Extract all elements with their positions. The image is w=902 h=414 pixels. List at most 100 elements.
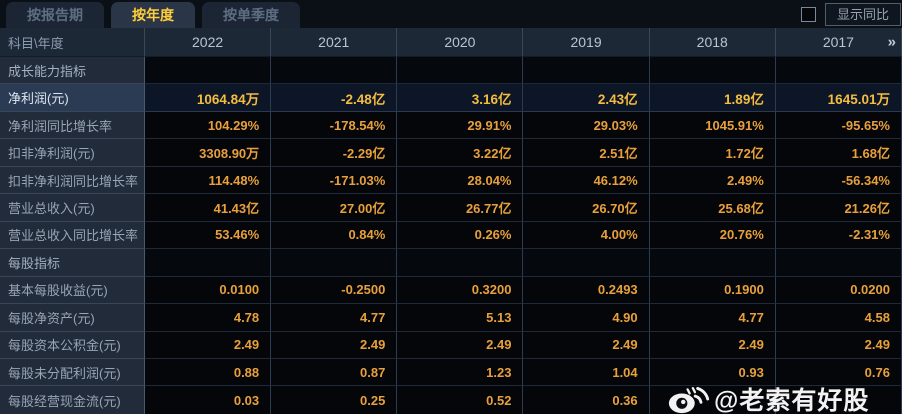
value-cell: 1.89亿 [649, 84, 776, 112]
tab-by-year[interactable]: 按年度 [111, 2, 195, 28]
section-row: 每股指标 [0, 249, 902, 277]
value-cell: 1.04 [523, 358, 650, 387]
value-cell: 104.29% [145, 111, 272, 140]
value-cell: 2.43亿 [523, 84, 650, 112]
show-yoy-label[interactable]: 显示同比 [824, 2, 901, 26]
row-label: 扣非净利润(元) [0, 139, 145, 167]
value-cell: 29.91% [397, 111, 524, 140]
year-header-2019: 2019 [523, 28, 650, 57]
value-cell: 46.12% [523, 166, 650, 195]
value-cell: 1.72亿 [649, 139, 776, 167]
value-cell: 0.52 [397, 386, 524, 414]
corner-header: 科目\年度 [0, 28, 145, 57]
value-cell [775, 386, 902, 414]
year-header-2017: 2017» [775, 28, 902, 57]
value-cell: -171.03% [271, 166, 398, 195]
row-label: 每股净资产(元) [0, 304, 145, 332]
value-cell [145, 249, 272, 277]
value-cell: 2.49 [397, 331, 524, 359]
row-label: 营业总收入(元) [0, 194, 145, 222]
value-cell: 1.68亿 [775, 139, 902, 167]
value-cell: 26.70亿 [523, 194, 650, 222]
value-cell [145, 57, 272, 85]
value-cell [775, 57, 902, 85]
row-label: 每股经营现金流(元) [0, 386, 145, 414]
table-row: 每股净资产(元) 4.78 4.77 5.13 4.90 4.77 4.58 [0, 304, 902, 332]
value-cell [649, 57, 776, 85]
value-cell: -2.31% [775, 221, 902, 250]
table-row: 每股经营现金流(元) 0.03 0.25 0.52 0.36 [0, 386, 902, 414]
table-row: 每股未分配利润(元) 0.88 0.87 1.23 1.04 0.93 0.76 [0, 358, 902, 387]
value-cell: 0.88 [145, 358, 272, 387]
value-cell: 1.23 [397, 358, 524, 387]
year-header-2022: 2022 [145, 28, 272, 57]
period-tab-bar: 按报告期 按年度 按单季度 显示同比 [0, 0, 902, 28]
year-header-2020: 2020 [397, 28, 524, 57]
value-cell: 114.48% [145, 166, 272, 195]
year-header-2021: 2021 [271, 28, 398, 57]
value-cell: 4.90 [523, 304, 650, 332]
value-cell: 1645.01万 [775, 84, 902, 112]
tab-by-quarter[interactable]: 按单季度 [202, 2, 300, 28]
value-cell: 0.03 [145, 386, 272, 414]
value-cell: -178.54% [271, 111, 398, 140]
table-row: 净利润(元) 1064.84万 -2.48亿 3.16亿 2.43亿 1.89亿 1645.… [0, 84, 902, 112]
value-cell [397, 249, 524, 277]
value-cell: 0.87 [271, 358, 398, 387]
value-cell [649, 249, 776, 277]
value-cell [775, 249, 902, 277]
value-cell: 28.04% [397, 166, 524, 195]
value-cell: 41.43亿 [145, 194, 272, 222]
value-cell: 21.26亿 [775, 194, 902, 222]
value-cell [523, 57, 650, 85]
table-body: 成长能力指标 净利润(元) 1064.84万 -2.48亿 3.16亿 2.43亿 1.89… [0, 57, 902, 414]
section-row: 成长能力指标 [0, 57, 902, 85]
table-row: 营业总收入(元) 41.43亿 27.00亿 26.77亿 26.70亿 25.68亿 21… [0, 194, 902, 222]
show-yoy-checkbox[interactable] [800, 6, 816, 22]
table-row: 扣非净利润(元) 3308.90万 -2.29亿 3.22亿 2.51亿 1.72亿 1.6… [0, 139, 902, 167]
value-cell: 3.16亿 [397, 84, 524, 112]
value-cell: 0.0100 [145, 276, 272, 305]
value-cell: -95.65% [775, 111, 902, 140]
table-row: 扣非净利润同比增长率 114.48% -171.03% 28.04% 46.12% 2.4… [0, 166, 902, 195]
value-cell: 4.77 [271, 304, 398, 332]
value-cell: 0.36 [523, 386, 650, 414]
yoy-controls: 显示同比 [800, 0, 902, 28]
value-cell: 0.3200 [397, 276, 524, 305]
value-cell [397, 57, 524, 85]
value-cell: 4.77 [649, 304, 776, 332]
more-years-chevron-icon[interactable]: » [887, 33, 896, 51]
value-cell: 2.51亿 [523, 139, 650, 167]
value-cell: 0.25 [271, 386, 398, 414]
tab-by-report-period[interactable]: 按报告期 [6, 2, 104, 28]
year-header-2018: 2018 [649, 28, 776, 57]
value-cell: 0.26% [397, 221, 524, 250]
value-cell: -0.2500 [271, 276, 398, 305]
value-cell: -2.29亿 [271, 139, 398, 167]
value-cell: 0.0200 [775, 276, 902, 305]
value-cell: 4.58 [775, 304, 902, 332]
value-cell: 0.84% [271, 221, 398, 250]
row-label: 净利润(元) [0, 84, 145, 112]
value-cell [649, 386, 776, 414]
value-cell: 20.76% [649, 221, 776, 250]
table-row: 基本每股收益(元) 0.0100 -0.2500 0.3200 0.2493 0.1900… [0, 276, 902, 305]
table-row: 净利润同比增长率 104.29% -178.54% 29.91% 29.03% 1045.… [0, 111, 902, 140]
value-cell: 5.13 [397, 304, 524, 332]
row-label: 每股指标 [0, 249, 145, 277]
value-cell: 4.78 [145, 304, 272, 332]
value-cell: 0.2493 [523, 276, 650, 305]
table-header-row: 科目\年度 2022 2021 2020 2019 2018 2017» [0, 28, 902, 57]
row-label: 营业总收入同比增长率 [0, 221, 145, 250]
value-cell: 0.76 [775, 358, 902, 387]
value-cell: 1064.84万 [145, 84, 272, 112]
value-cell: 2.49 [145, 331, 272, 359]
value-cell [523, 249, 650, 277]
value-cell: -56.34% [775, 166, 902, 195]
row-label: 每股未分配利润(元) [0, 358, 145, 387]
value-cell: 1045.91% [649, 111, 776, 140]
value-cell: 25.68亿 [649, 194, 776, 222]
value-cell: 3.22亿 [397, 139, 524, 167]
value-cell: 0.93 [649, 358, 776, 387]
